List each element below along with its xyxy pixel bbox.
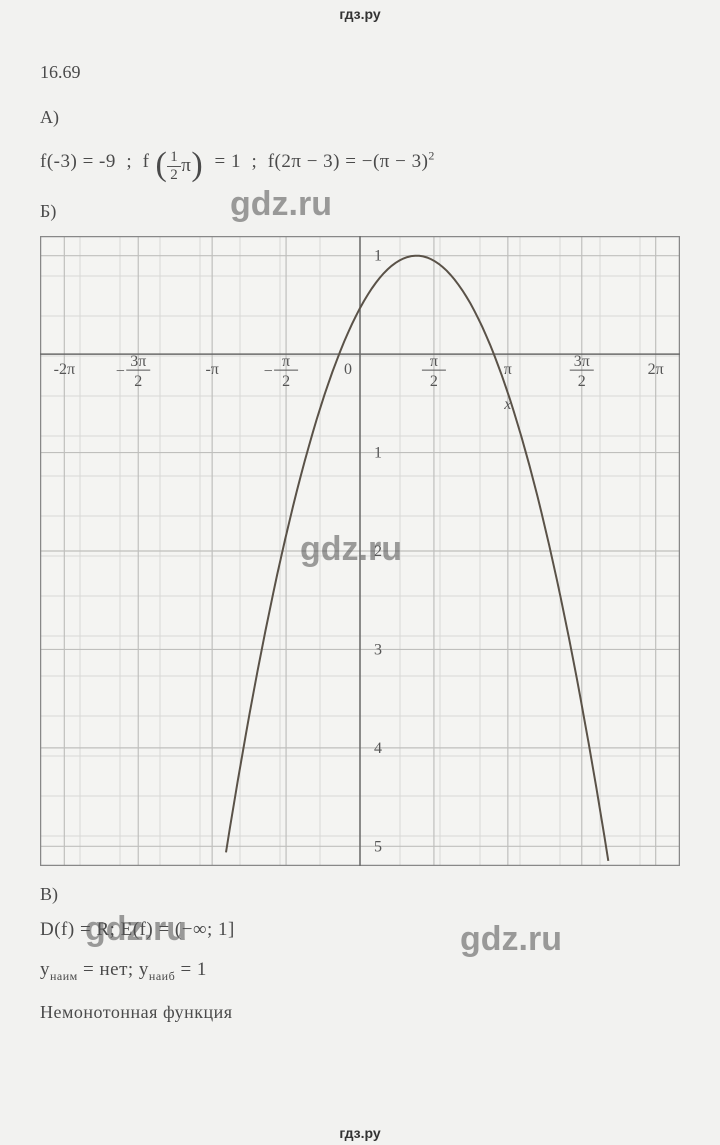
part-v-line3: Немонотонная функция xyxy=(40,1002,680,1023)
ymin-val: = нет; xyxy=(83,959,134,980)
eq3-sup: 2 xyxy=(428,149,435,163)
svg-text:2: 2 xyxy=(134,373,142,390)
eq1-lhs: f(-3) xyxy=(40,151,77,172)
ymax-val: = 1 xyxy=(180,959,206,980)
eq2-arg: 12π xyxy=(149,142,209,183)
eq2-fn: f xyxy=(143,151,150,172)
svg-text:3π: 3π xyxy=(130,353,146,370)
svg-text:−: − xyxy=(264,363,273,380)
eq2-pi: π xyxy=(181,155,191,176)
svg-text:2: 2 xyxy=(430,373,438,390)
function-chart: -2π−3π2-π−π20π2π3π22π112345x xyxy=(40,236,680,866)
svg-text:0: 0 xyxy=(344,361,352,378)
page-content: 16.69 А) f(-3) = -9 ; f12π = 1 ; f(2π − … xyxy=(0,22,720,1061)
problem-number: 16.69 xyxy=(40,62,680,83)
svg-text:-π: -π xyxy=(205,361,218,378)
part-b-label: Б) xyxy=(40,201,680,222)
svg-text:3: 3 xyxy=(374,642,382,659)
ymax-y: y xyxy=(139,959,149,980)
eq2-num: 1 xyxy=(167,150,181,167)
svg-text:2π: 2π xyxy=(648,361,664,378)
eq1-rhs: -9 xyxy=(99,151,116,172)
svg-text:3π: 3π xyxy=(574,353,590,370)
eq2-rhs: 1 xyxy=(231,151,241,172)
part-v-label: В) xyxy=(40,884,680,905)
part-a-equations: f(-3) = -9 ; f12π = 1 ; f(2π − 3) = −(π … xyxy=(40,142,680,183)
svg-text:1: 1 xyxy=(374,445,382,462)
svg-text:π: π xyxy=(282,353,290,370)
svg-text:-2π: -2π xyxy=(54,361,75,378)
svg-text:2: 2 xyxy=(282,373,290,390)
svg-text:4: 4 xyxy=(374,740,382,757)
svg-text:π: π xyxy=(504,361,512,378)
chart-container: -2π−3π2-π−π20π2π3π22π112345x xyxy=(40,236,680,866)
svg-text:−: − xyxy=(116,363,125,380)
svg-text:π: π xyxy=(430,353,438,370)
site-header: гдз.ру xyxy=(0,0,720,22)
ymin-sub: наим xyxy=(50,969,78,983)
svg-text:2: 2 xyxy=(578,373,586,390)
eq3-rhs: −(π − 3) xyxy=(362,151,429,172)
site-footer: гдз.ру xyxy=(0,1125,720,1141)
part-v-line2: yнаим = нет; yнаиб = 1 xyxy=(40,959,680,984)
part-v-line1: D(f) = R; E(f) = (−∞; 1] xyxy=(40,919,680,941)
svg-text:5: 5 xyxy=(374,838,382,855)
eq2-den: 2 xyxy=(167,167,181,183)
ymin-y: y xyxy=(40,959,50,980)
svg-text:2: 2 xyxy=(374,543,382,560)
svg-text:1: 1 xyxy=(374,248,382,265)
part-a-label: А) xyxy=(40,107,680,128)
ymax-sub: наиб xyxy=(149,969,175,983)
eq3-lhs: f(2π − 3) xyxy=(268,151,340,172)
